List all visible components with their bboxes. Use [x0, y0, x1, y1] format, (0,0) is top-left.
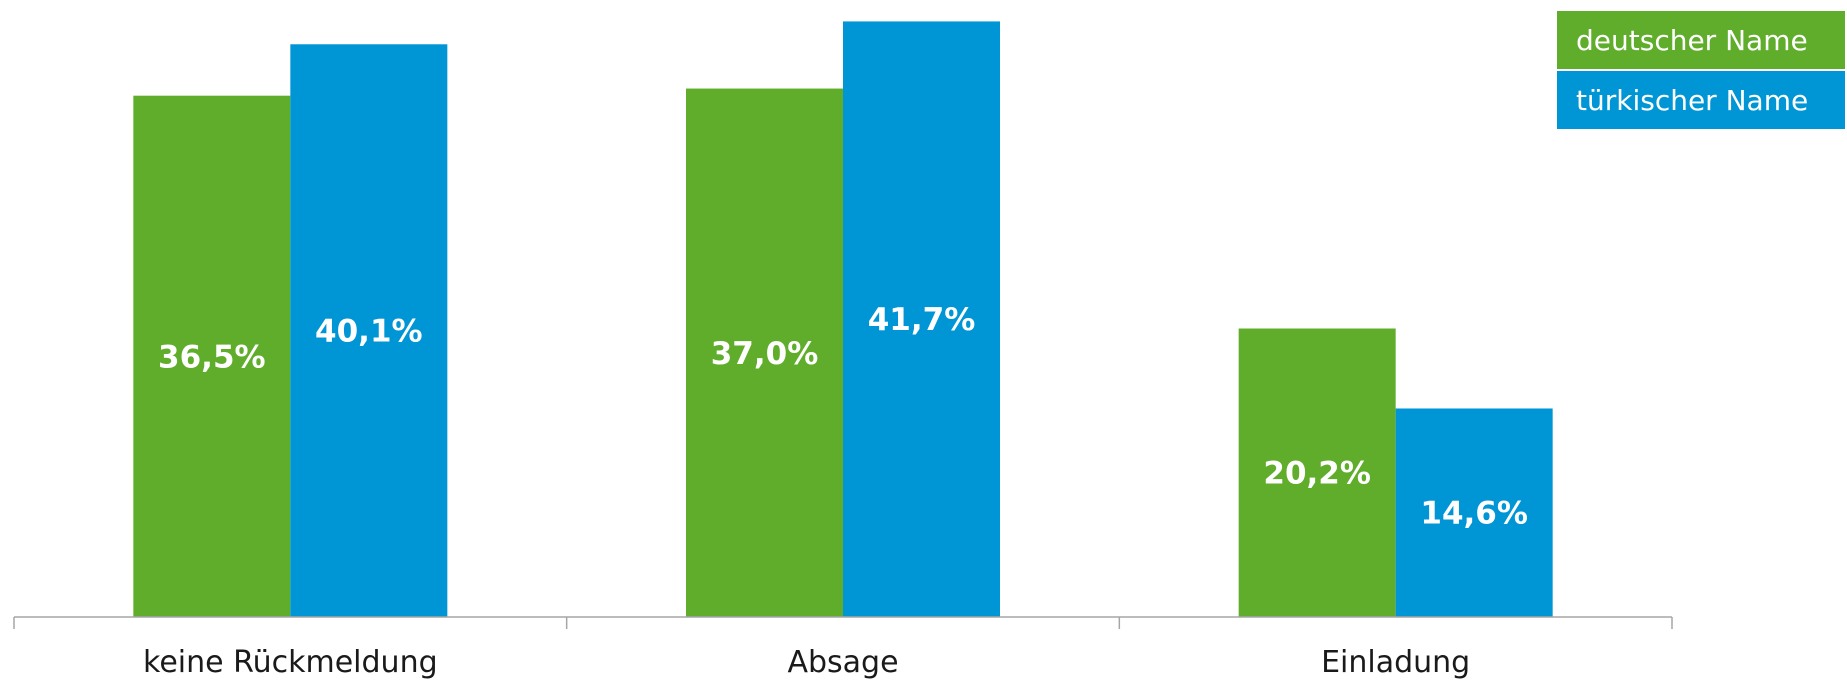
legend-label-tuerkischer-name: türkischer Name — [1576, 84, 1808, 117]
legend-swatch-deutscher-name — [1557, 11, 1845, 69]
x-axis — [13, 616, 1673, 629]
data-label-tuerkischer-name-keine-rueckmeldung: 40,1% — [315, 314, 423, 350]
category-label-einladung: Einladung — [1321, 645, 1470, 680]
bar-deutscher-name-absage — [686, 88, 843, 618]
data-label-deutscher-name-keine-rueckmeldung: 36,5% — [158, 339, 266, 375]
data-label-tuerkischer-name-einladung: 14,6% — [1420, 496, 1528, 532]
category-label-absage: Absage — [787, 645, 898, 680]
bar-deutscher-name-einladung — [1238, 328, 1396, 617]
data-label-deutscher-name-einladung: 20,2% — [1263, 456, 1371, 492]
bar-tuerkischer-name-absage — [843, 21, 1000, 617]
legend: deutscher Name türkischer Name — [1557, 11, 1845, 129]
legend-label-deutscher-name: deutscher Name — [1576, 24, 1808, 57]
data-labels-layer: 36,5% 40,1% 37,0% 41,7% 20,2% 14,6% — [158, 302, 1528, 532]
data-label-deutscher-name-absage: 37,0% — [711, 336, 819, 372]
bar-tuerkischer-name-einladung — [1395, 408, 1553, 617]
category-labels-layer: keine Rückmeldung Absage Einladung — [143, 645, 1470, 680]
bar-tuerkischer-name-keine-rueckmeldung — [290, 44, 448, 617]
legend-swatch-tuerkischer-name — [1557, 71, 1845, 129]
category-label-keine-rueckmeldung: keine Rückmeldung — [143, 645, 438, 680]
data-label-tuerkischer-name-absage: 41,7% — [868, 302, 976, 338]
bars-layer — [133, 21, 1553, 618]
bar-deutscher-name-keine-rueckmeldung — [133, 95, 291, 618]
